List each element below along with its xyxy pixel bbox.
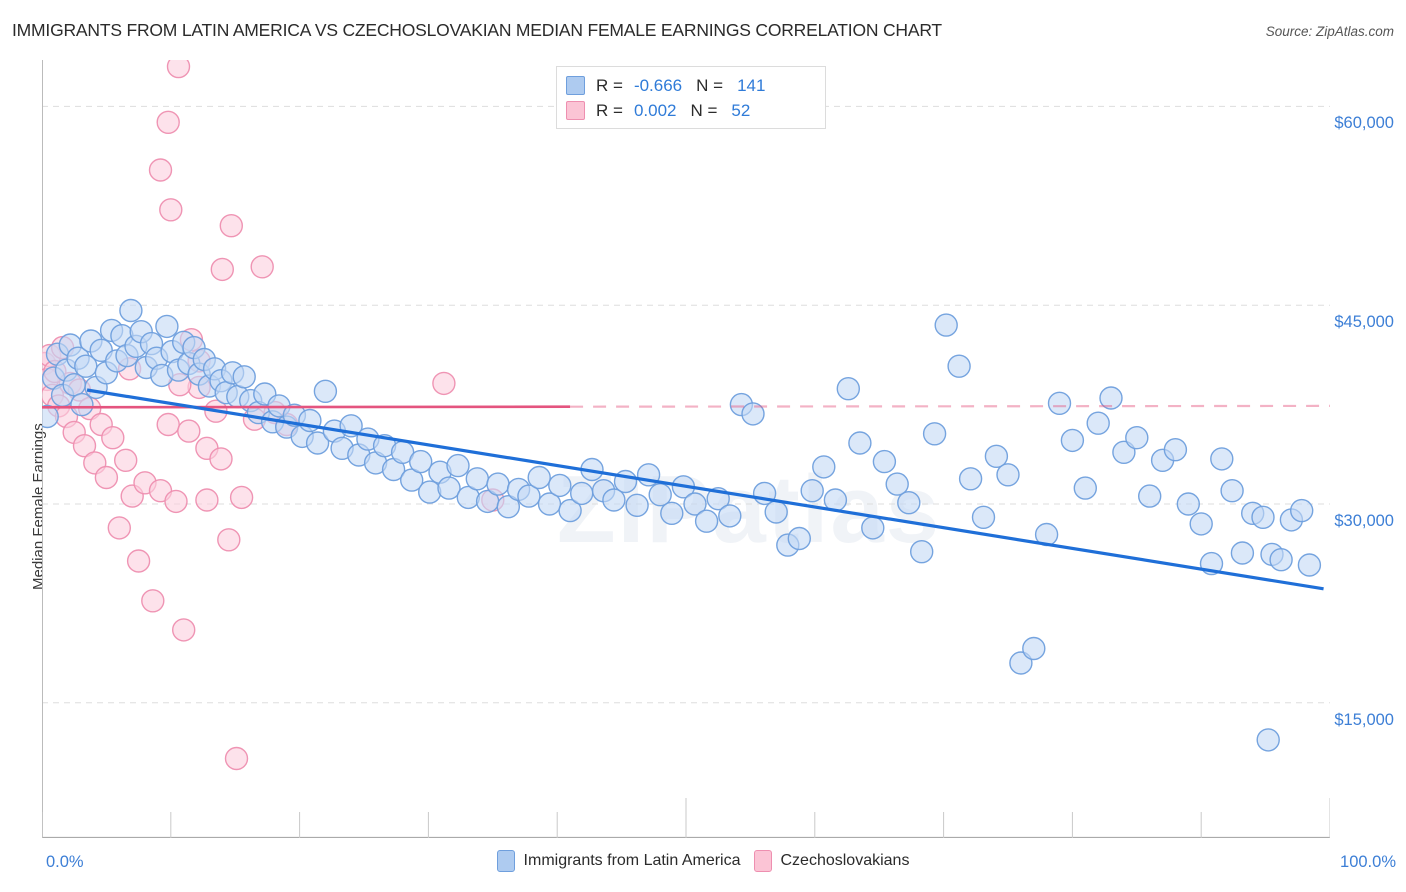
legend-swatch-pink-icon [753,850,772,872]
correlation-legend: R = -0.666 N = 141 R = 0.002 N = 52 [556,66,826,129]
source-attribution: Source: ZipAtlas.com [1265,24,1394,39]
page-title: IMMIGRANTS FROM LATIN AMERICA VS CZECHOS… [12,20,942,40]
y-tick-label: $45,000 [1334,313,1394,332]
correlation-row-blue: R = -0.666 N = 141 [566,73,816,98]
r-label-blue: R = [596,75,623,95]
series-swatch-blue-icon [566,76,585,95]
y-tick-label: $30,000 [1334,512,1394,530]
n-value-blue: 141 [737,75,766,95]
y-tick-label: $15,000 [1334,710,1394,729]
r-label-pink: R = [596,100,623,120]
series-points-immigrants [42,298,1322,752]
y-tick-label: $60,000 [1334,114,1394,133]
n-value-pink: 52 [731,100,751,120]
legend-item-immigrants[interactable]: Immigrants from Latin America [496,850,741,872]
series-legend: Immigrants from Latin America Czechoslov… [0,850,1406,872]
scatter-plot-area: ZIPatlas [42,60,1330,838]
series-swatch-pink-icon [566,101,585,120]
legend-swatch-blue-icon [496,850,515,872]
n-label-pink: N = [690,100,718,120]
r-value-pink: 0.002 [633,100,677,120]
plot-canvas [42,60,1330,838]
x-max-label: 100.0% [1340,853,1396,871]
legend-label-immigrants: Immigrants from Latin America [523,852,741,869]
r-value-blue: -0.666 [633,75,683,95]
legend-label-czechoslovakians: Czechoslovakians [780,852,910,869]
legend-item-czechoslovakians[interactable]: Czechoslovakians [753,850,910,872]
correlation-row-pink: R = 0.002 N = 52 [566,98,816,123]
n-label-blue: N = [696,75,724,95]
x-min-label: 0.0% [46,853,84,871]
